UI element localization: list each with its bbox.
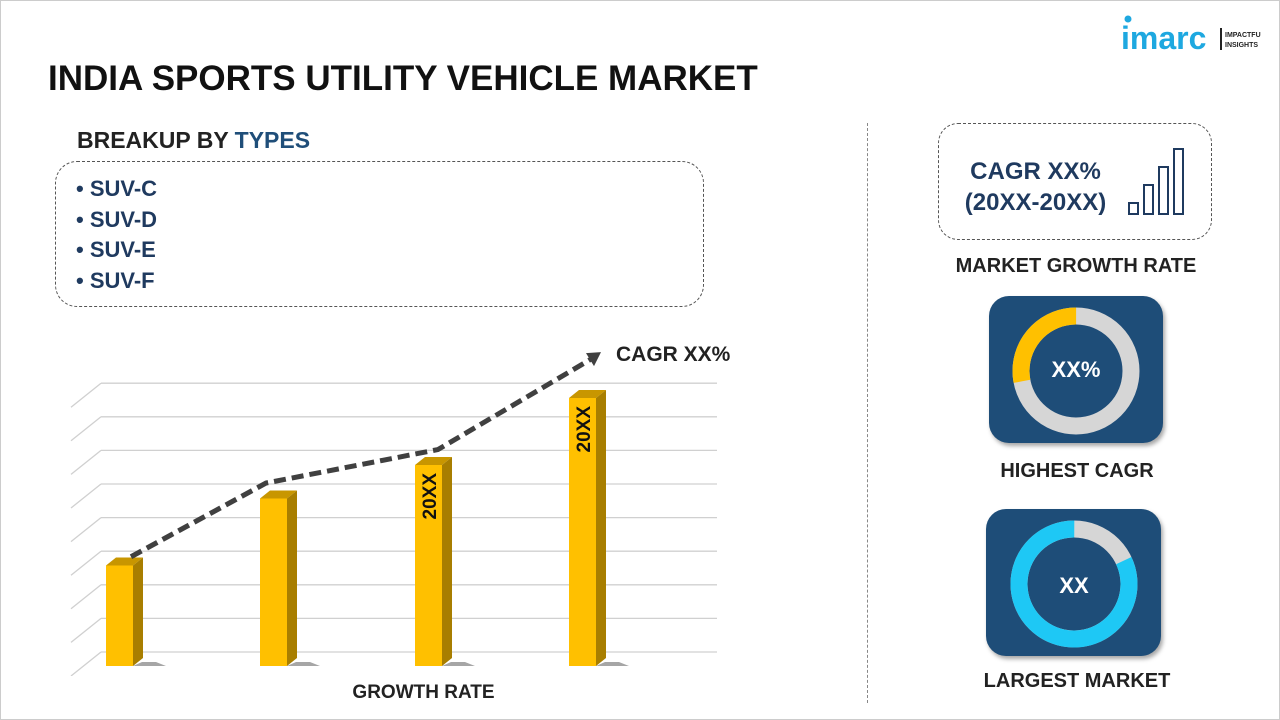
gridline-depth (70, 584, 102, 610)
market-growth-label: MARKET GROWTH RATE (955, 255, 1197, 277)
largest-market-value: XX (1059, 573, 1089, 598)
cagr-value: CAGR XX% (970, 158, 1101, 185)
gridline-depth (70, 651, 102, 676)
bar-label: 20XX (574, 406, 595, 453)
bar-side (133, 557, 143, 666)
bar (415, 465, 442, 666)
svg-text:imarc: imarc (1121, 20, 1206, 55)
bar-shadow (133, 662, 166, 666)
bar-top (106, 557, 143, 566)
bar-side (287, 490, 297, 666)
gridline-depth (70, 449, 102, 475)
bar-side (596, 390, 606, 666)
gridline-depth (70, 382, 102, 408)
bar-shadow (596, 662, 629, 666)
trend-arrow-icon (586, 352, 601, 367)
bar-growth-icon (1128, 148, 1184, 215)
list-item: • SUV-E (76, 237, 156, 262)
gridline-depth (70, 416, 102, 442)
cagr-period: (20XX-20XX) (964, 189, 1107, 216)
bar (569, 398, 596, 666)
cagr-text: CAGR XX% (20XX-20XX) (948, 156, 1123, 218)
divider (867, 123, 868, 703)
gridline-depth (70, 517, 102, 543)
gridline-depth (70, 483, 102, 509)
bar-chart: 20XX 20XX (70, 352, 717, 676)
svg-text:INSIGHTS: INSIGHTS (1225, 42, 1258, 49)
bar-shadow (442, 662, 475, 666)
bar-label: 20XX (420, 473, 441, 520)
bar (260, 498, 287, 666)
bar-shadow (287, 662, 320, 666)
breakup-prefix: BREAKUP BY (77, 127, 229, 153)
list-item: • SUV-C (76, 176, 158, 201)
gridline-depth (70, 617, 102, 643)
bar-top (260, 490, 297, 499)
cagr-box (938, 123, 1212, 240)
types-list: • SUV-C • SUV-D • SUV-E • SUV-F (55, 161, 704, 307)
donut-segment (1010, 520, 1138, 648)
svg-text:IMPACTFUL: IMPACTFUL (1225, 32, 1261, 39)
bar-top (569, 390, 606, 398)
x-axis-label: GROWTH RATE (352, 682, 495, 703)
trend-line (129, 356, 593, 559)
donut-segment (1012, 307, 1140, 435)
gridline-depth (70, 550, 102, 576)
breakup-heading: BREAKUP BY TYPES (77, 127, 310, 154)
highest-cagr-donut (1012, 307, 1140, 435)
bar-top (415, 457, 452, 465)
largest-market-donut (1010, 520, 1138, 648)
highest-cagr-label: HIGHEST CAGR (1000, 460, 1154, 482)
list-item: • SUV-D (76, 206, 158, 232)
imarc-logo: imarc IMPACTFUL INSIGHTS (1121, 15, 1266, 60)
breakup-highlight: TYPES (234, 127, 311, 153)
largest-market-label: LARGEST MARKET (983, 670, 1171, 692)
bar-side (442, 457, 452, 666)
list-item: • SUV-F (76, 267, 155, 293)
page-title: INDIA SPORTS UTILITY VEHICLE MARKET (48, 59, 758, 98)
trend-label: CAGR XX% (616, 343, 731, 366)
highest-cagr-value: XX% (1051, 357, 1101, 382)
bar (106, 565, 133, 666)
